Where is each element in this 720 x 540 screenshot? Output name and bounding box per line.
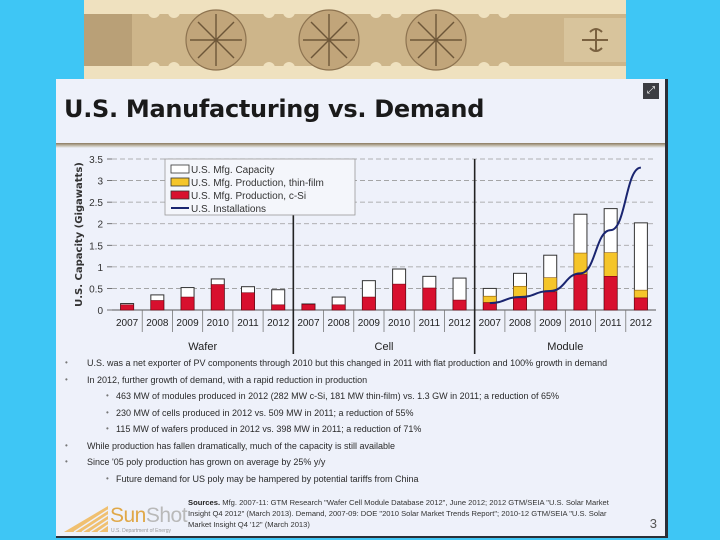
- y-tick-label: 3.5: [89, 155, 103, 166]
- bar-c-si: [180, 296, 195, 311]
- x-tick-label: 2011: [600, 318, 622, 329]
- y-tick-label: 2.5: [89, 198, 103, 209]
- bullet-item: • Since '05 poly production has grown on …: [65, 457, 326, 467]
- bar-chart: 0 0.5 1 1.5 2 2.5 3 3.5 U.S. Capacity (Gigawatts…: [74, 155, 656, 354]
- legend-swatch-thin-film: [170, 177, 190, 187]
- legend-label: U.S. Mfg. Production, c-Si: [191, 191, 306, 202]
- bar-thin-film: [603, 252, 618, 277]
- x-tick-label: 2010: [388, 318, 411, 329]
- sunshot-logo: SunShot U.S. Department of Energy: [64, 504, 188, 534]
- sources-text: Mfg. 2007-11: GTM Research "Wafer Cell M…: [188, 498, 609, 529]
- bullet-text: Since '05 poly production has grown on a…: [87, 457, 326, 467]
- sun-rays-icon: [64, 506, 108, 532]
- bullet-text: 463 MW of modules produced in 2012 (282 …: [116, 391, 560, 401]
- bar-c-si: [543, 291, 558, 311]
- bullet-text: 115 MW of wafers produced in 2012 vs. 39…: [116, 424, 422, 434]
- sources-note: Sources. Mfg. 2007-11: GTM Research "Waf…: [188, 497, 628, 530]
- bullet-icon: •: [65, 440, 68, 450]
- page-number: 3: [649, 516, 657, 531]
- bullet-item: • U.S. was a net exporter of PV component…: [65, 358, 608, 368]
- bullet-text: In 2012, further growth of demand, with …: [87, 374, 368, 385]
- legend-box: [164, 158, 356, 216]
- y-tick-label: 3: [97, 177, 103, 188]
- bar-c-si: [362, 296, 376, 311]
- installations-line: [489, 166, 642, 305]
- bullet-icon: •: [106, 407, 109, 417]
- group-label: Wafer: [188, 341, 217, 353]
- bullet-icon: •: [106, 473, 109, 483]
- bullet-item: • In 2012, further growth of demand, with…: [65, 374, 368, 385]
- y-tick-label: 1.5: [89, 241, 103, 252]
- expand-icon[interactable]: ⤢: [643, 83, 659, 99]
- x-tick-label: 2010: [207, 318, 230, 329]
- bar-c-si: [422, 287, 437, 311]
- bar-c-si: [150, 300, 165, 311]
- group-label: Cell: [375, 341, 394, 353]
- legend-swatch-csi: [170, 190, 190, 200]
- legend-swatch-capacity: [170, 164, 190, 174]
- bar-c-si: [120, 304, 134, 311]
- logo-subtitle: U.S. Department of Energy: [111, 528, 172, 534]
- bar-c-si: [513, 297, 527, 311]
- group-label: Module: [547, 341, 583, 353]
- footer: SunShot U.S. Department of Energy Source…: [56, 492, 665, 538]
- bar-c-si: [392, 283, 406, 311]
- bullet-icon: •: [65, 457, 68, 466]
- logo-sun: Sun: [110, 504, 146, 527]
- logo-shot: Shot: [145, 504, 188, 527]
- bar-c-si: [241, 292, 255, 311]
- bar-c-si: [634, 297, 648, 311]
- x-tick-label: 2008: [509, 318, 532, 329]
- y-tick-label: 2: [97, 220, 103, 231]
- x-tick-label: 2010: [569, 318, 592, 329]
- slide-title: U.S. Manufacturing vs. Demand: [64, 95, 485, 123]
- y-axis-title: U.S. Capacity (Gigawatts): [74, 162, 85, 307]
- bullet-item: • 230 MW of cells produced in 2012 vs. 50…: [106, 407, 414, 418]
- ornamental-banner-image: [84, 0, 626, 80]
- bar-thin-film: [482, 295, 497, 303]
- bullet-text: Future demand for US poly may be hampere…: [116, 473, 419, 484]
- bar-c-si: [271, 304, 286, 311]
- sources-label: Sources.: [188, 498, 221, 507]
- bar-thin-film: [634, 289, 648, 299]
- bullet-item: • 463 MW of modules produced in 2012 (282…: [106, 391, 560, 401]
- bar-c-si: [301, 304, 316, 311]
- y-tick-label: 0: [97, 306, 103, 317]
- y-tick-label: 0.5: [89, 284, 103, 295]
- x-tick-label: 2008: [146, 318, 169, 329]
- legend-label: U.S. Installations: [191, 204, 266, 215]
- bar-c-si: [603, 276, 618, 311]
- bullet-icon: •: [65, 358, 68, 367]
- bullet-text: While production has fallen dramatically…: [87, 440, 395, 451]
- legend-label: U.S. Mfg. Capacity: [191, 165, 274, 176]
- x-tick-label: 2011: [237, 318, 259, 329]
- x-tick-label: 2007: [479, 318, 502, 329]
- x-tick-label: 2012: [267, 318, 290, 329]
- y-tick-label: 1: [97, 263, 103, 274]
- x-tick-label: 2009: [358, 318, 381, 329]
- x-tick-label: 2007: [116, 318, 139, 329]
- legend-label: U.S. Mfg. Production, thin-film: [191, 178, 324, 189]
- bullet-icon: •: [65, 374, 68, 384]
- bullet-icon: •: [106, 391, 109, 400]
- bar-c-si: [452, 299, 467, 311]
- x-tick-label: 2009: [539, 318, 562, 329]
- bar-c-si: [210, 284, 225, 311]
- x-tick-label: 2012: [448, 318, 471, 329]
- x-tick-label: 2009: [176, 318, 199, 329]
- x-tick-label: 2012: [630, 318, 653, 329]
- x-tick-label: 2007: [297, 318, 320, 329]
- bullet-text: U.S. was a net exporter of PV components…: [87, 358, 608, 368]
- bar-c-si: [331, 304, 346, 311]
- x-tick-label: 2008: [328, 318, 351, 329]
- bullet-item: • Future demand for US poly may be hamper…: [106, 473, 419, 484]
- x-tick-label: 2011: [419, 318, 441, 329]
- title-divider: [56, 143, 665, 148]
- bullet-item: • While production has fallen dramaticall…: [65, 440, 395, 451]
- bullet-icon: •: [106, 424, 109, 433]
- bullet-item: • 115 MW of wafers produced in 2012 vs. 3…: [106, 424, 422, 434]
- bar-c-si: [573, 274, 588, 311]
- bullet-text: 230 MW of cells produced in 2012 vs. 509…: [116, 407, 414, 418]
- slide: U.S. Manufacturing vs. Demand ⤢ 0 0.5 1 1.5…: [56, 79, 668, 538]
